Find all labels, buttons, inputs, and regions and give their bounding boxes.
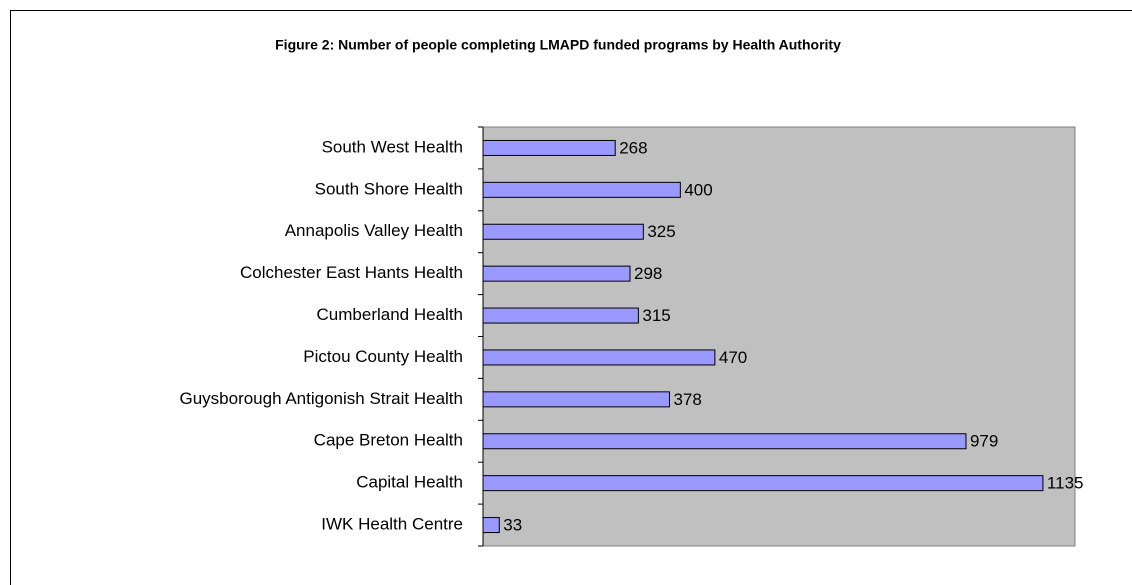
bar [482, 349, 716, 366]
y-tick-label: Capital Health [356, 473, 463, 492]
value-label: 470 [719, 348, 747, 367]
value-label: 33 [503, 516, 522, 535]
y-tick-label: South Shore Health [315, 179, 463, 198]
bar [482, 433, 967, 450]
value-label: 979 [970, 432, 998, 451]
bar [482, 181, 681, 198]
y-tick-label: Pictou County Health [303, 347, 463, 366]
y-tick-label: Guysborough Antigonish Strait Health [179, 389, 463, 408]
bar [482, 475, 1044, 492]
y-tick-label: Cumberland Health [317, 305, 463, 324]
bar [482, 139, 616, 156]
bar [482, 265, 631, 282]
bar [482, 223, 644, 240]
value-label: 268 [619, 138, 647, 157]
chart-border [10, 10, 1132, 585]
value-label: 1135 [1047, 474, 1084, 493]
y-tick-label: Cape Breton Health [314, 431, 463, 450]
value-label: 400 [684, 180, 712, 199]
y-tick-label: Colchester East Hants Health [240, 263, 463, 282]
bar [482, 391, 670, 408]
value-label: 325 [647, 222, 675, 241]
chart-title: Figure 2: Number of people completing LM… [275, 37, 841, 53]
y-tick-label: Annapolis Valley Health [285, 221, 463, 240]
value-label: 298 [634, 264, 662, 283]
y-tick-label: IWK Health Centre [321, 515, 463, 534]
y-tick-label: South West Health [322, 137, 463, 156]
bar [482, 307, 639, 324]
bar [482, 517, 500, 534]
value-label: 378 [673, 390, 701, 409]
value-label: 315 [642, 306, 670, 325]
